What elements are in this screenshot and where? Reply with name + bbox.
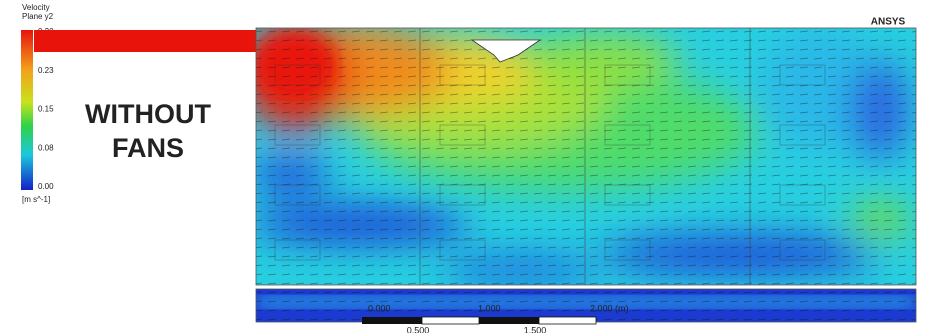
legend-subtitle: Plane y2 bbox=[22, 12, 54, 21]
inlet-duct bbox=[34, 30, 258, 52]
colorbar-tick-label: 0.00 bbox=[38, 182, 54, 191]
scale-label: 1.000 bbox=[478, 303, 501, 313]
brand: ANSYS bbox=[871, 17, 906, 28]
caption-line: WITHOUT bbox=[85, 99, 211, 129]
colorbar bbox=[21, 30, 33, 190]
caption-line: FANS bbox=[112, 133, 184, 163]
floor-strip bbox=[256, 289, 916, 322]
scale-label: 1.500 bbox=[524, 325, 547, 333]
legend-title: Velocity bbox=[22, 3, 50, 12]
colorbar-tick-label: 0.08 bbox=[38, 143, 54, 152]
scale-label: 0.500 bbox=[407, 325, 430, 333]
scale-bar: 0.000 1.000 2.000 (m) 0.500 1.500 bbox=[362, 303, 629, 333]
scale-label: 2.000 (m) bbox=[590, 303, 629, 313]
field-border bbox=[255, 27, 917, 286]
colorbar-tick-label: 0.23 bbox=[38, 66, 54, 75]
velocity-field bbox=[256, 28, 916, 285]
legend-unit: [m s^-1] bbox=[22, 195, 50, 204]
scale-label: 0.000 bbox=[368, 303, 391, 313]
colorbar-tick-label: 0.15 bbox=[38, 105, 54, 114]
